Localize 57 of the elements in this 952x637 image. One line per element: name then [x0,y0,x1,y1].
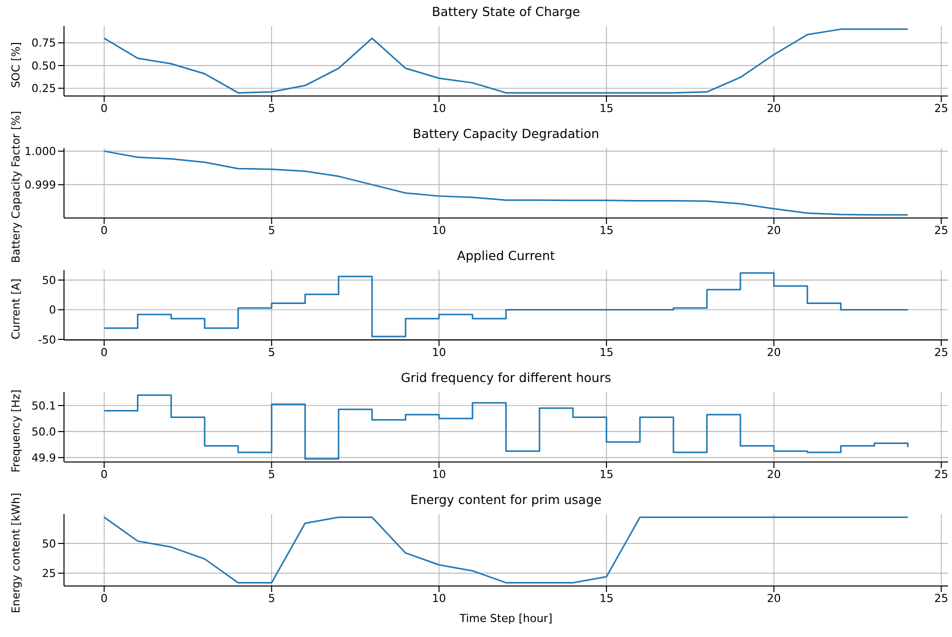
y-axis-title: Frequency [Hz] [10,390,22,472]
y-tick-label: 0 [49,304,56,317]
x-tick-label: 20 [766,592,781,605]
x-tick-label: 10 [432,468,446,481]
y-tick-label: -50 [38,333,56,346]
y-tick-label: 0.50 [32,59,56,72]
y-tick-label: 50.1 [32,399,56,412]
line-series [103,28,909,94]
line-series [103,150,909,216]
x-tick-label: 10 [432,224,446,237]
x-tick-label: 5 [268,102,276,115]
x-tick-label: 0 [100,224,108,237]
x-tick-label: 5 [268,346,276,359]
x-tick-label: 25 [934,592,948,605]
y-axis-title: Energy content [kWh] [10,492,22,614]
x-tick-label: 5 [268,592,276,605]
y-axis-title: SOC [%] [10,42,22,88]
x-tick-label: 20 [766,102,781,115]
y-tick-label: 50.0 [32,425,56,438]
y-tick-label: 25 [42,567,56,580]
x-tick-label: 5 [268,224,276,237]
y-tick-label: 50 [42,537,56,550]
x-tick-label: 10 [432,592,446,605]
y-tick-label: 50 [42,274,56,287]
x-tick-label: 10 [432,346,446,359]
x-tick-label: 0 [100,592,108,605]
x-tick-label: 15 [599,346,614,359]
x-tick-label: 25 [934,468,948,481]
x-tick-label: 25 [934,224,948,237]
line-series [103,516,909,584]
y-tick-label: 0.999 [24,178,56,192]
x-tick-label: 15 [599,592,614,605]
x-tick-label: 25 [934,346,948,359]
x-tick-label: 10 [432,102,446,115]
y-tick-label: 0.25 [32,82,56,96]
x-axis-title: Time Step [hour] [458,612,552,625]
x-tick-label: 25 [934,102,948,115]
x-tick-label: 0 [100,102,108,115]
y-tick-label: 49.9 [32,451,56,464]
x-tick-label: 15 [599,468,614,481]
x-tick-label: 15 [599,102,614,115]
x-tick-label: 20 [766,468,781,481]
x-tick-label: 20 [766,346,781,359]
y-tick-label: 1.000 [24,145,56,158]
y-tick-label: 0.75 [32,36,56,50]
x-tick-label: 0 [100,468,108,481]
chart-title: Battery State of Charge [430,3,582,21]
chart-title: Grid frequency for different hours [400,369,612,387]
x-tick-label: 5 [268,468,276,481]
x-tick-label: 0 [100,346,108,359]
chart-title: Battery Capacity Degradation [412,126,600,141]
x-tick-label: 20 [766,224,781,237]
chart-title: Energy content for prim usage [410,492,602,507]
y-axis-title: Battery Capacity Factor [%] [10,111,22,263]
y-axis-title: Current [A] [10,278,22,340]
x-tick-label: 15 [599,224,614,237]
chart-title: Applied Current [457,248,555,263]
